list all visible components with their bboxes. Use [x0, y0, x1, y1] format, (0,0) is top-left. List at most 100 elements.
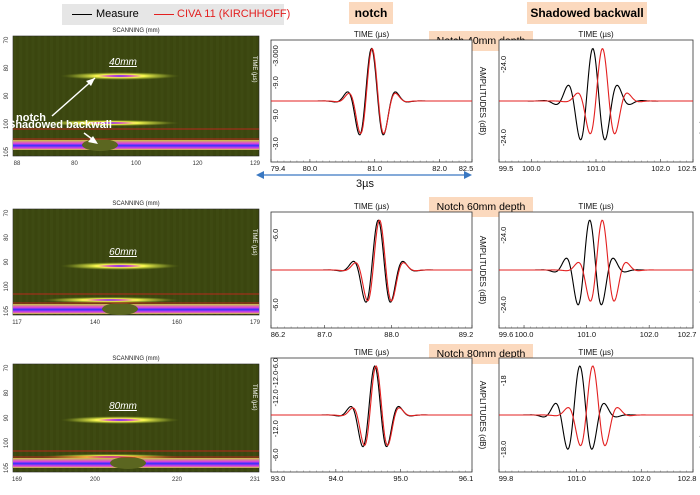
bscan-xtick: 220	[172, 477, 183, 483]
notch-echo	[60, 416, 180, 424]
ascan-xtick: 102.0	[651, 164, 670, 173]
bscan-ytick: 100	[4, 437, 10, 448]
series-civa	[499, 365, 693, 447]
series-civa	[271, 365, 472, 447]
bscan-3: SCANNING (mm) 80mm 70 80 90 100 105 TIME (µs) 16…	[4, 356, 261, 483]
ascan-title: TIME (µs)	[578, 30, 614, 39]
ascan-xtick: 86.2	[271, 330, 286, 339]
bscan-ytick: 80	[4, 234, 10, 241]
civa-label: CIVA 11 (KIRCHHOFF)	[177, 8, 291, 20]
bscan-time-label: TIME (µs)	[251, 229, 257, 255]
ascan-ytick: -9.0	[271, 76, 280, 89]
bscan-depth-label: 80mm	[109, 401, 137, 412]
ascan-title: TIME (µs)	[354, 202, 390, 211]
ascan-xtick: 99.8	[499, 474, 514, 483]
ascan-xtick: 102.7	[678, 330, 697, 339]
bscan-xtick: 160	[172, 320, 183, 326]
bscan-ytick: 70	[4, 36, 10, 43]
time-span-indicator: 3µs	[256, 171, 472, 190]
ascan-ytick: -6.0	[271, 298, 280, 311]
ascan-xtick: 81.0	[367, 164, 382, 173]
bscan-ytick: 70	[4, 209, 10, 216]
ascan-ytick: -6.0	[271, 229, 280, 242]
bscan-xtick: 120	[192, 161, 203, 167]
ascan-amplitude-label: AMPLITUDES (dB)	[478, 67, 487, 136]
ascan-ytick: -12.0	[271, 389, 280, 406]
ascan-title: TIME (µs)	[354, 30, 390, 39]
bscan-scanning-label: SCANNING (mm)	[112, 356, 159, 362]
notch-echo	[60, 72, 180, 80]
ascan-xtick: 102.0	[632, 474, 651, 483]
ascan-title: TIME (µs)	[578, 348, 614, 357]
bscan-xtick: 88	[14, 161, 21, 167]
backwall-shadow	[110, 457, 146, 469]
ascan-xtick: 89.2	[459, 330, 474, 339]
bscan-depth-label: 60mm	[109, 247, 137, 258]
ascan-xtick: 95.0	[393, 474, 408, 483]
bscan-depth-label: 40mm	[109, 57, 137, 68]
ascan-xtick: 82.0	[432, 164, 447, 173]
ascan-xtick: 82.5	[459, 164, 474, 173]
ascan-notch-40mm: TIME (µs) AMPLITUDES (dB) -3.000 -9.0 -9.0 -3…	[270, 30, 487, 173]
ascan-title: TIME (µs)	[578, 202, 614, 211]
bscan-panels: SCANNING (mm) 40mm 70 80 90 100 105 TIME (µs) 88…	[4, 28, 261, 483]
ascan-xtick: 93.0	[271, 474, 286, 483]
bscan-ytick: 90	[4, 92, 10, 99]
ascan-ytick: -3.000	[271, 45, 280, 66]
ascan-xtick: 96.1	[459, 474, 474, 483]
ascan-backwall-80mm: TIME (µs)AMPLITUDES (dB)-18-18.099.8101.…	[498, 348, 700, 483]
bscan-time-label: TIME (µs)	[251, 384, 257, 410]
legend: Measure CIVA 11 (KIRCHHOFF)	[62, 4, 290, 25]
ascan-title: TIME (µs)	[354, 348, 390, 357]
ascan-xtick: 94.0	[329, 474, 344, 483]
backwall-band	[13, 140, 259, 150]
ascan-notch-80mm: TIME (µs)AMPLITUDES (dB)-12.0-6.0-12.0-1…	[270, 348, 487, 483]
arrow-label-notch: notch	[16, 112, 46, 124]
time-span-label: 3µs	[356, 178, 374, 190]
bscan-scanning-label: SCANNING (mm)	[112, 201, 159, 207]
bscan-xtick: 179	[250, 320, 261, 326]
bscan-xtick: 129	[250, 161, 261, 167]
ascan-backwall-40mm: TIME (µs)AMPLITUDES (dB)-24.0-24.099.510…	[498, 30, 700, 173]
ascan-xtick: 99.5	[499, 164, 514, 173]
bscan-ytick: 90	[4, 414, 10, 421]
bscan-time-label: TIME (µs)	[251, 56, 257, 82]
ascan-xtick: 87.0	[317, 330, 332, 339]
bscan-scanning-label: SCANNING (mm)	[112, 28, 159, 34]
bscan-xtick: 200	[90, 477, 101, 483]
bscan-xtick: 80	[71, 161, 78, 167]
ascan-ytick: -18	[499, 375, 508, 386]
ascan-ytick: -24.0	[499, 56, 508, 73]
ascan-ytick: -24.0	[499, 296, 508, 313]
bscan-xtick: 140	[90, 320, 101, 326]
bscan-ytick: 70	[4, 364, 10, 371]
measure-swatch	[72, 14, 92, 15]
bscan-ytick: 100	[4, 281, 10, 292]
ascan-xtick: 102.5	[678, 164, 697, 173]
ascan-ytick: -24.0	[499, 129, 508, 146]
ascan-amplitude-label: AMPLITUDES (dB)	[478, 236, 487, 305]
notch-echo	[60, 262, 180, 270]
ascan-xtick: 88.0	[384, 330, 399, 339]
bscan-ytick: 80	[4, 389, 10, 396]
ascan-xtick: 79.4	[271, 164, 286, 173]
ascan-backwall-60mm: TIME (µs)AMPLITUDES (dB)-24.0-24.099.610…	[498, 202, 700, 339]
bscan-ytick: 105	[4, 462, 10, 473]
ascan-ytick: -12.0	[271, 420, 280, 437]
ascan-ytick: -18.0	[499, 441, 508, 458]
ascan-xtick: 101.0	[587, 164, 606, 173]
bscan-2: SCANNING (mm) 60mm 70 80 90 100 105 TIME (µs) 11…	[4, 201, 261, 326]
ascan-amplitude-label: AMPLITUDES (dB)	[478, 381, 487, 450]
ascan-xtick: 102.0	[640, 330, 659, 339]
ascan-xtick: 99.6	[499, 330, 514, 339]
bscan-image	[12, 35, 260, 157]
series-civa	[499, 47, 693, 135]
ascan-xtick: 102.8	[678, 474, 697, 483]
bscan-xtick: 169	[12, 477, 23, 483]
bscan-xtick: 117	[12, 320, 22, 326]
ascan-ytick: -9.0	[271, 109, 280, 122]
bscan-ytick: 100	[4, 118, 10, 129]
bscan-ytick: 80	[4, 64, 10, 71]
header-notch: notch	[349, 2, 393, 24]
